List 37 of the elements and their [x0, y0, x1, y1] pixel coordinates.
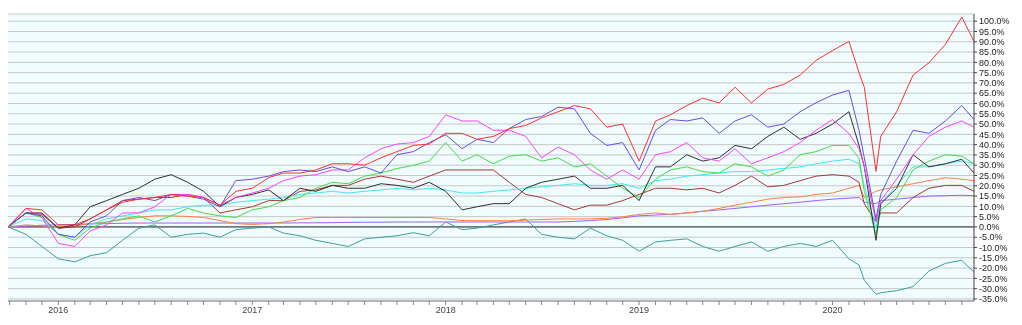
line-series: [8, 158, 974, 238]
y-tick-label: -35.0%: [979, 294, 1008, 305]
x-tick-label: 2018: [435, 305, 456, 316]
y-tick-label: -25.0%: [979, 273, 1008, 284]
y-tick-label: 60.0%: [979, 98, 1005, 109]
y-tick-label: 95.0%: [979, 26, 1005, 37]
y-tick-label: 45.0%: [979, 129, 1005, 140]
y-tick-label: 80.0%: [979, 57, 1005, 68]
y-tick-label: 15.0%: [979, 191, 1005, 202]
y-tick-label: 0.0%: [979, 222, 1000, 233]
y-tick-label: 70.0%: [979, 78, 1005, 89]
line-series: [8, 218, 974, 295]
y-tick-label: -15.0%: [979, 252, 1008, 263]
y-tick-label: 40.0%: [979, 139, 1005, 150]
y-tick-label: 65.0%: [979, 88, 1005, 99]
y-tick-label: 5.0%: [979, 211, 1000, 222]
y-tick-label: -20.0%: [979, 263, 1008, 274]
y-tick-label: 20.0%: [979, 180, 1005, 191]
y-tick-label: -30.0%: [979, 283, 1008, 294]
y-tick-label: 50.0%: [979, 119, 1005, 130]
x-tick-label: 2016: [48, 305, 69, 316]
x-tick-label: 2017: [242, 305, 263, 316]
y-tick-label: 55.0%: [979, 108, 1005, 119]
y-tick-label: 90.0%: [979, 36, 1005, 47]
y-tick-label: 75.0%: [979, 67, 1005, 78]
y-tick-label: 25.0%: [979, 170, 1005, 181]
y-tick-label: 10.0%: [979, 201, 1005, 212]
y-tick-label: 35.0%: [979, 150, 1005, 161]
line-series: [8, 16, 974, 228]
line-series: [8, 89, 974, 238]
y-tick-label: 30.0%: [979, 160, 1005, 171]
x-tick-label: 2019: [629, 305, 650, 316]
y-tick-label: 100.0%: [979, 16, 1010, 27]
x-tick-label: 2020: [822, 305, 843, 316]
y-tick-label: 85.0%: [979, 47, 1005, 58]
y-tick-label: -10.0%: [979, 242, 1008, 253]
y-tick-label: -5.0%: [979, 232, 1003, 243]
